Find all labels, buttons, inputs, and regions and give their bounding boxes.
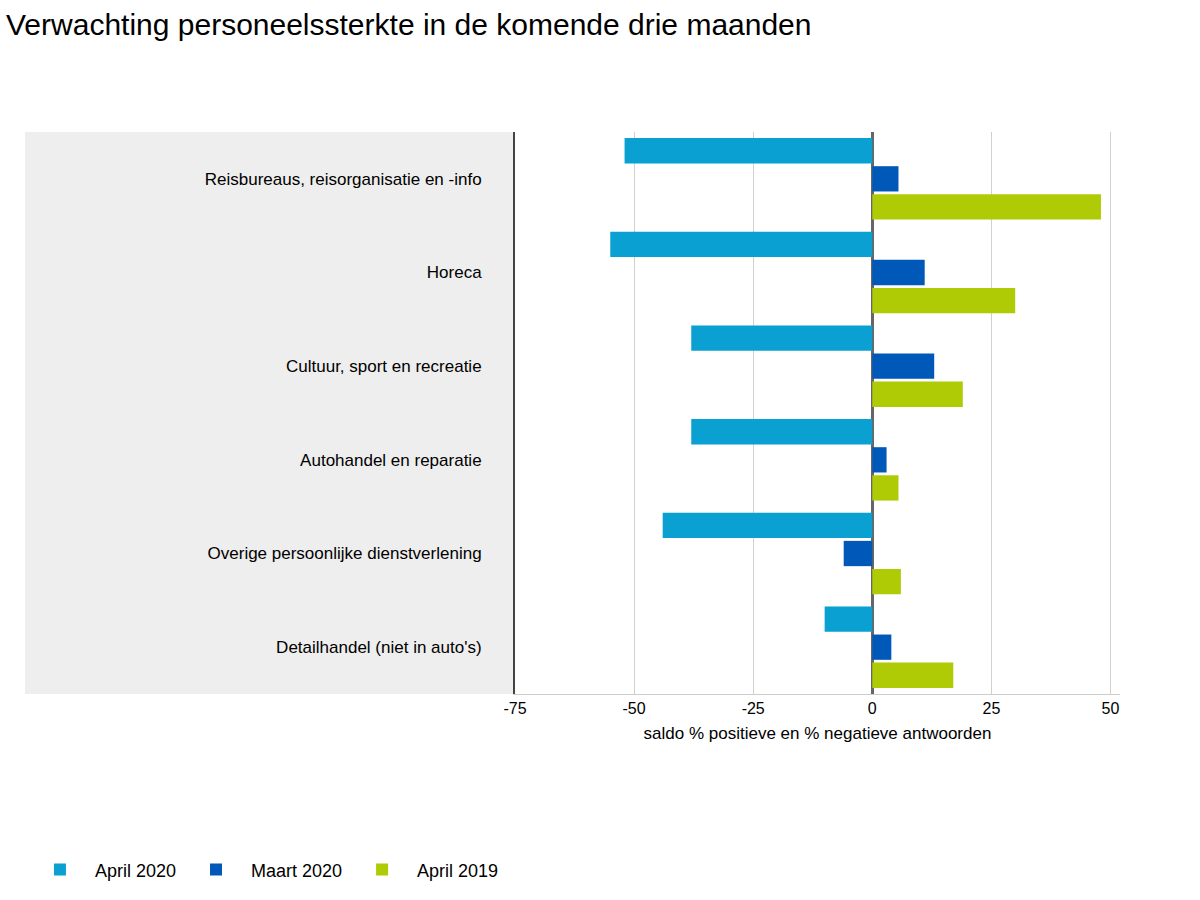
svg-text:April 2019: April 2019 bbox=[417, 861, 498, 881]
svg-text:-25: -25 bbox=[742, 700, 765, 717]
svg-text:-75: -75 bbox=[503, 700, 526, 717]
svg-text:Horeca: Horeca bbox=[427, 263, 482, 282]
svg-text:Cultuur, sport en recreatie: Cultuur, sport en recreatie bbox=[286, 357, 482, 376]
svg-text:Overige persoonlijke dienstver: Overige persoonlijke dienstverlening bbox=[208, 544, 482, 563]
svg-text:Autohandel en reparatie: Autohandel en reparatie bbox=[300, 451, 481, 470]
svg-text:April 2020: April 2020 bbox=[95, 861, 176, 881]
svg-text:25: 25 bbox=[982, 700, 1000, 717]
svg-text:Reisbureaus, reisorganisatie e: Reisbureaus, reisorganisatie en -info bbox=[205, 170, 482, 189]
svg-text:50: 50 bbox=[1102, 700, 1120, 717]
svg-text:0: 0 bbox=[868, 700, 877, 717]
svg-text:Detailhandel (niet in auto's): Detailhandel (niet in auto's) bbox=[276, 638, 481, 657]
svg-text:Verwachting personeelssterkte: Verwachting personeelssterkte in de kome… bbox=[6, 8, 812, 41]
svg-text:saldo % positieve en % negatie: saldo % positieve en % negatieve antwoor… bbox=[644, 724, 992, 743]
svg-text:Maart 2020: Maart 2020 bbox=[251, 861, 342, 881]
svg-text:-50: -50 bbox=[623, 700, 646, 717]
